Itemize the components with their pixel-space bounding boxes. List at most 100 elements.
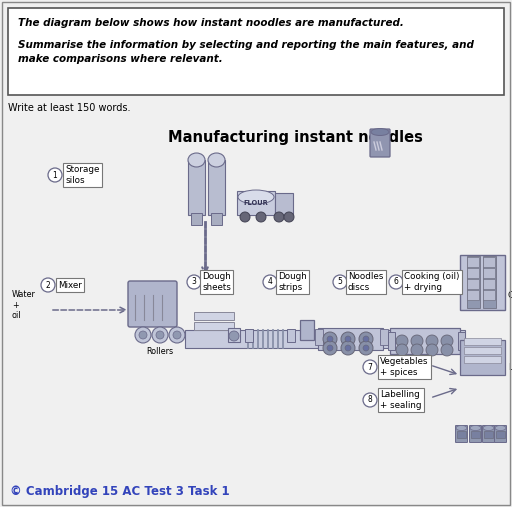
FancyBboxPatch shape (185, 330, 465, 348)
Circle shape (426, 335, 438, 347)
Circle shape (139, 331, 147, 339)
Circle shape (156, 331, 164, 339)
FancyBboxPatch shape (467, 269, 480, 278)
Circle shape (359, 341, 373, 355)
Circle shape (411, 344, 423, 356)
Circle shape (48, 168, 62, 182)
FancyBboxPatch shape (388, 332, 395, 350)
FancyBboxPatch shape (467, 279, 480, 289)
Ellipse shape (495, 425, 506, 430)
Circle shape (41, 278, 55, 292)
FancyBboxPatch shape (194, 322, 234, 330)
Circle shape (363, 393, 377, 407)
Text: 7: 7 (368, 363, 372, 372)
Circle shape (345, 336, 351, 342)
Circle shape (323, 341, 337, 355)
FancyBboxPatch shape (245, 329, 253, 342)
FancyBboxPatch shape (483, 291, 496, 301)
Text: 1: 1 (53, 170, 57, 179)
FancyBboxPatch shape (483, 258, 496, 268)
Text: Cooking (oil)
+ drying: Cooking (oil) + drying (404, 272, 459, 292)
Circle shape (135, 327, 151, 343)
Text: Cups: Cups (508, 291, 512, 300)
FancyBboxPatch shape (275, 193, 293, 215)
Circle shape (396, 335, 408, 347)
FancyBboxPatch shape (467, 258, 480, 268)
Circle shape (426, 344, 438, 356)
Circle shape (240, 212, 250, 222)
FancyBboxPatch shape (496, 431, 505, 438)
FancyBboxPatch shape (460, 255, 505, 310)
Text: 4: 4 (268, 277, 272, 286)
Ellipse shape (371, 128, 389, 135)
Circle shape (187, 275, 201, 289)
FancyBboxPatch shape (456, 425, 467, 443)
FancyBboxPatch shape (471, 431, 480, 438)
Text: Summarise the information by selecting and reporting the main features, and: Summarise the information by selecting a… (18, 40, 474, 50)
Ellipse shape (238, 190, 274, 204)
Text: 6: 6 (394, 277, 398, 286)
Text: 8: 8 (368, 395, 372, 405)
FancyBboxPatch shape (211, 213, 222, 225)
Text: Rollers: Rollers (146, 347, 174, 356)
Circle shape (345, 345, 351, 351)
Text: make comparisons where relevant.: make comparisons where relevant. (18, 54, 223, 64)
FancyBboxPatch shape (8, 8, 504, 95)
FancyBboxPatch shape (208, 160, 225, 215)
Text: 2: 2 (46, 280, 50, 289)
Text: 3: 3 (191, 277, 197, 286)
FancyBboxPatch shape (483, 256, 496, 308)
FancyBboxPatch shape (464, 338, 501, 345)
FancyBboxPatch shape (460, 340, 505, 375)
Circle shape (411, 335, 423, 347)
Circle shape (169, 327, 185, 343)
Ellipse shape (208, 153, 225, 167)
FancyBboxPatch shape (315, 329, 323, 345)
FancyBboxPatch shape (464, 347, 501, 354)
Circle shape (173, 331, 181, 339)
Circle shape (441, 344, 453, 356)
FancyBboxPatch shape (457, 431, 466, 438)
FancyBboxPatch shape (467, 256, 480, 308)
FancyBboxPatch shape (470, 425, 481, 443)
Text: Mixer: Mixer (58, 280, 82, 289)
FancyBboxPatch shape (228, 328, 240, 342)
Circle shape (327, 345, 333, 351)
Circle shape (327, 336, 333, 342)
Circle shape (363, 345, 369, 351)
FancyBboxPatch shape (370, 129, 390, 157)
Text: 5: 5 (337, 277, 343, 286)
FancyBboxPatch shape (482, 425, 495, 443)
Circle shape (389, 275, 403, 289)
Circle shape (333, 275, 347, 289)
Circle shape (229, 331, 239, 341)
Circle shape (323, 332, 337, 346)
FancyBboxPatch shape (191, 213, 202, 225)
Text: Manufacturing instant noodles: Manufacturing instant noodles (168, 130, 423, 145)
Circle shape (341, 341, 355, 355)
Text: Water
+
oil: Water + oil (12, 290, 36, 320)
FancyBboxPatch shape (483, 269, 496, 278)
Text: Vegetables
+ spices: Vegetables + spices (380, 357, 429, 377)
FancyBboxPatch shape (483, 279, 496, 289)
Text: Storage
silos: Storage silos (65, 165, 99, 185)
FancyBboxPatch shape (495, 425, 506, 443)
Circle shape (441, 335, 453, 347)
FancyBboxPatch shape (458, 332, 465, 350)
FancyBboxPatch shape (467, 291, 480, 301)
Circle shape (396, 344, 408, 356)
FancyBboxPatch shape (300, 320, 314, 340)
Circle shape (341, 332, 355, 346)
Text: © Cambridge 15 AC Test 3 Task 1: © Cambridge 15 AC Test 3 Task 1 (10, 485, 229, 498)
Circle shape (363, 336, 369, 342)
FancyBboxPatch shape (128, 281, 177, 327)
Circle shape (363, 360, 377, 374)
Circle shape (274, 212, 284, 222)
Ellipse shape (483, 425, 494, 430)
FancyBboxPatch shape (318, 328, 383, 350)
Text: Dough
sheets: Dough sheets (202, 272, 231, 292)
Circle shape (359, 332, 373, 346)
FancyBboxPatch shape (390, 328, 460, 354)
FancyBboxPatch shape (237, 191, 275, 215)
FancyBboxPatch shape (287, 329, 295, 342)
